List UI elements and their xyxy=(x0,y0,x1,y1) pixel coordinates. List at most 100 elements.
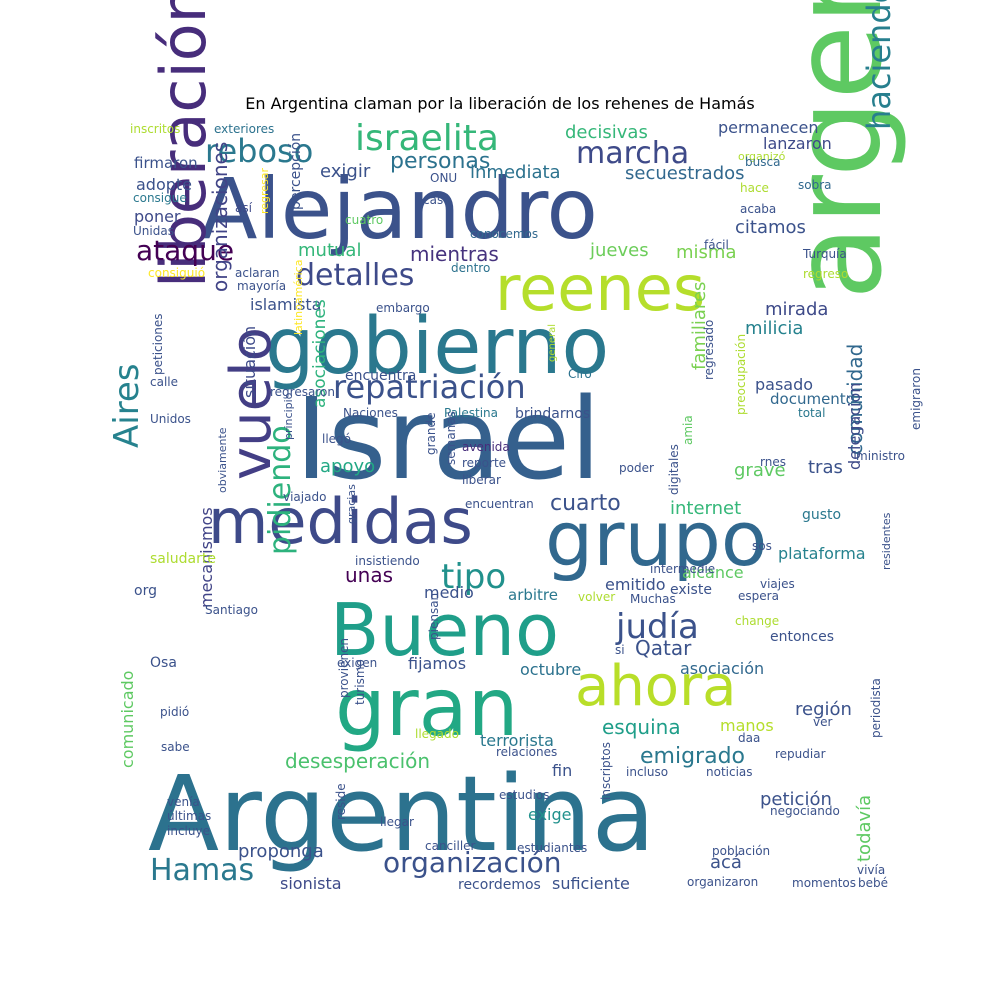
cloud-word: regresaron xyxy=(270,385,335,399)
cloud-word: pidiendo xyxy=(263,425,298,555)
cloud-word: exteriores xyxy=(214,122,274,136)
cloud-word: regresar xyxy=(258,167,271,214)
cloud-word: asociación xyxy=(680,659,764,678)
cloud-word: comunicado xyxy=(118,671,137,768)
cloud-word: organización xyxy=(383,846,562,879)
cloud-word: grande xyxy=(424,412,438,455)
cloud-word: ver xyxy=(813,715,832,729)
cloud-word: vuelo xyxy=(219,327,284,480)
cloud-word: arbitre xyxy=(508,586,558,604)
cloud-word: organizaron xyxy=(687,875,758,889)
cloud-word: brindarnos xyxy=(515,406,590,422)
cloud-word: semanas xyxy=(444,411,458,465)
cloud-word: suficiente xyxy=(552,874,630,893)
cloud-word: reside xyxy=(334,783,348,820)
cloud-word: mayoría xyxy=(237,279,286,293)
cloud-word: conocemos xyxy=(470,227,538,241)
cloud-word: adopte xyxy=(136,175,192,194)
cloud-word: sobra xyxy=(798,178,832,192)
cloud-word: Unidos xyxy=(150,412,191,426)
cloud-word: relaciones xyxy=(496,745,557,759)
cloud-word: regreso xyxy=(803,267,848,281)
cloud-word: liberación xyxy=(147,0,220,288)
cloud-word: tipo xyxy=(441,557,506,597)
cloud-word: secuestrados xyxy=(625,163,745,184)
cloud-word: poner xyxy=(134,207,181,226)
cloud-word: dentro xyxy=(451,261,490,275)
cloud-word: regresado xyxy=(702,320,716,380)
cloud-word: todavía xyxy=(854,795,875,862)
cloud-word: liberar xyxy=(462,473,501,487)
cloud-word: poder xyxy=(619,461,654,475)
cloud-word: vivía xyxy=(857,863,885,877)
cloud-word: caso xyxy=(423,193,451,207)
cloud-word: Muchas xyxy=(630,592,676,606)
cloud-word: existe xyxy=(670,582,712,598)
cloud-word: grupo xyxy=(545,494,767,583)
cloud-word: encuentran xyxy=(465,497,534,511)
cloud-word: proponga xyxy=(238,841,324,862)
cloud-word: total xyxy=(798,406,825,420)
cloud-word: citamos xyxy=(735,217,806,238)
cloud-word: llegó xyxy=(322,432,351,446)
cloud-word: últimas xyxy=(167,809,211,823)
cloud-word: periodista xyxy=(869,678,883,738)
cloud-word: amia xyxy=(681,415,695,445)
cloud-word: preocupación xyxy=(734,334,748,415)
cloud-word: entonces xyxy=(770,629,834,645)
cloud-word: Hamas xyxy=(150,853,254,888)
cloud-word: inscritos xyxy=(130,122,180,136)
cloud-word: manos xyxy=(720,716,774,735)
cloud-word: gracias xyxy=(345,484,358,524)
cloud-word: región xyxy=(795,699,852,720)
cloud-word: insistiendo xyxy=(355,554,420,568)
cloud-word: gran xyxy=(335,661,518,754)
cloud-word: haciendo xyxy=(860,0,898,130)
cloud-word: Argentina xyxy=(148,753,655,875)
cloud-word: incluso xyxy=(626,765,668,779)
cloud-word: recordemos xyxy=(458,877,541,893)
cloud-word: principio xyxy=(282,392,295,440)
cloud-word: emigrado xyxy=(640,744,745,769)
cloud-word: acaba xyxy=(740,202,776,216)
cloud-word: emitido xyxy=(605,575,666,594)
cloud-word: organizó xyxy=(738,150,786,163)
cloud-word: fijamos xyxy=(408,654,466,673)
cloud-word: aclaran xyxy=(235,266,280,280)
cloud-word: detalles xyxy=(296,258,414,293)
cloud-word: sabe xyxy=(161,740,190,754)
cloud-word: percepción xyxy=(288,133,304,210)
cloud-word: residentes xyxy=(880,512,893,570)
cloud-word: consigue xyxy=(133,191,187,205)
cloud-word: espera xyxy=(738,589,779,603)
cloud-word: familiares xyxy=(689,282,710,370)
cloud-word: consiguió xyxy=(148,266,205,280)
cloud-word: pasado xyxy=(755,375,813,394)
cloud-word: general xyxy=(547,324,558,362)
cloud-word: si xyxy=(615,643,625,657)
cloud-word: alcance xyxy=(682,563,744,582)
cloud-word: provienen xyxy=(337,638,351,698)
cloud-word: Turquía xyxy=(802,247,847,261)
cloud-word: petición xyxy=(760,789,832,810)
cloud-word: jueves xyxy=(589,240,649,261)
cloud-word: change xyxy=(735,614,779,628)
cloud-word: medidas xyxy=(208,485,473,558)
cloud-word: momentos xyxy=(792,876,856,890)
cloud-word: reporte xyxy=(462,456,506,470)
cloud-word: cuarto xyxy=(550,491,621,516)
cloud-word: latinoamérica xyxy=(292,260,305,335)
cloud-word: estudiantes xyxy=(517,841,587,855)
cloud-word: digitales xyxy=(667,444,681,495)
cloud-word: islamista xyxy=(250,295,321,314)
cloud-word: Bueno xyxy=(330,588,559,672)
cloud-word: exigen xyxy=(337,656,377,670)
cloud-word: sos xyxy=(752,539,772,553)
cloud-word: inscriptos xyxy=(599,742,613,800)
cloud-word: hace xyxy=(740,181,769,195)
cloud-word: pidió xyxy=(160,705,189,719)
cloud-word: busca xyxy=(745,155,780,169)
cloud-word: comunidad xyxy=(843,344,867,455)
cloud-word: viajado xyxy=(283,490,326,504)
cloud-word: estudios xyxy=(499,788,550,802)
